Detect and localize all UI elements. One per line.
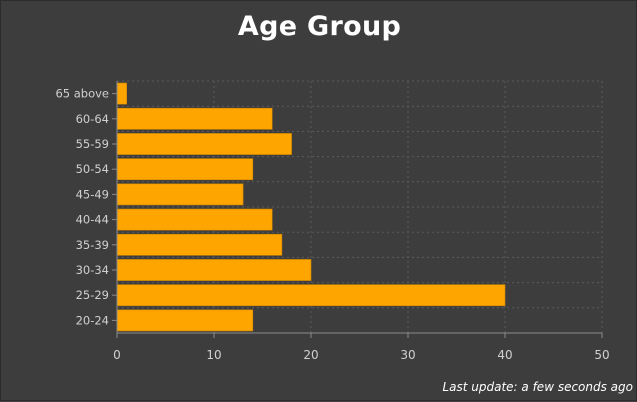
bar xyxy=(116,208,273,231)
x-tick-label: 40 xyxy=(497,348,512,362)
last-update-text: Last update: a few seconds ago xyxy=(442,380,633,394)
y-tick-label: 45-49 xyxy=(76,187,109,201)
bar xyxy=(116,107,273,130)
y-tick-label: 25-29 xyxy=(76,288,109,302)
x-tick-label: 20 xyxy=(303,348,318,362)
y-tick-label: 35-39 xyxy=(76,238,109,252)
chart-title: Age Group xyxy=(237,11,402,42)
bar xyxy=(116,82,127,105)
bar xyxy=(116,158,254,181)
x-tick-label: 10 xyxy=(206,348,221,362)
y-tick-label: 20-24 xyxy=(76,313,109,327)
bar xyxy=(116,233,283,256)
bar xyxy=(116,133,292,155)
bar xyxy=(116,183,244,206)
x-tick-label: 0 xyxy=(113,348,121,362)
x-tick-label: 30 xyxy=(400,348,415,362)
y-tick-label: 55-59 xyxy=(76,137,109,151)
y-tick-label: 65 above xyxy=(55,87,109,101)
bar xyxy=(116,259,312,281)
y-tick-label: 50-54 xyxy=(76,162,109,176)
y-tick-label: 60-64 xyxy=(76,112,109,126)
bar xyxy=(116,309,254,332)
y-tick-label: 40-44 xyxy=(76,213,109,227)
bar xyxy=(116,284,506,307)
x-tick-label: 50 xyxy=(594,348,609,362)
y-tick-label: 30-34 xyxy=(76,263,109,277)
